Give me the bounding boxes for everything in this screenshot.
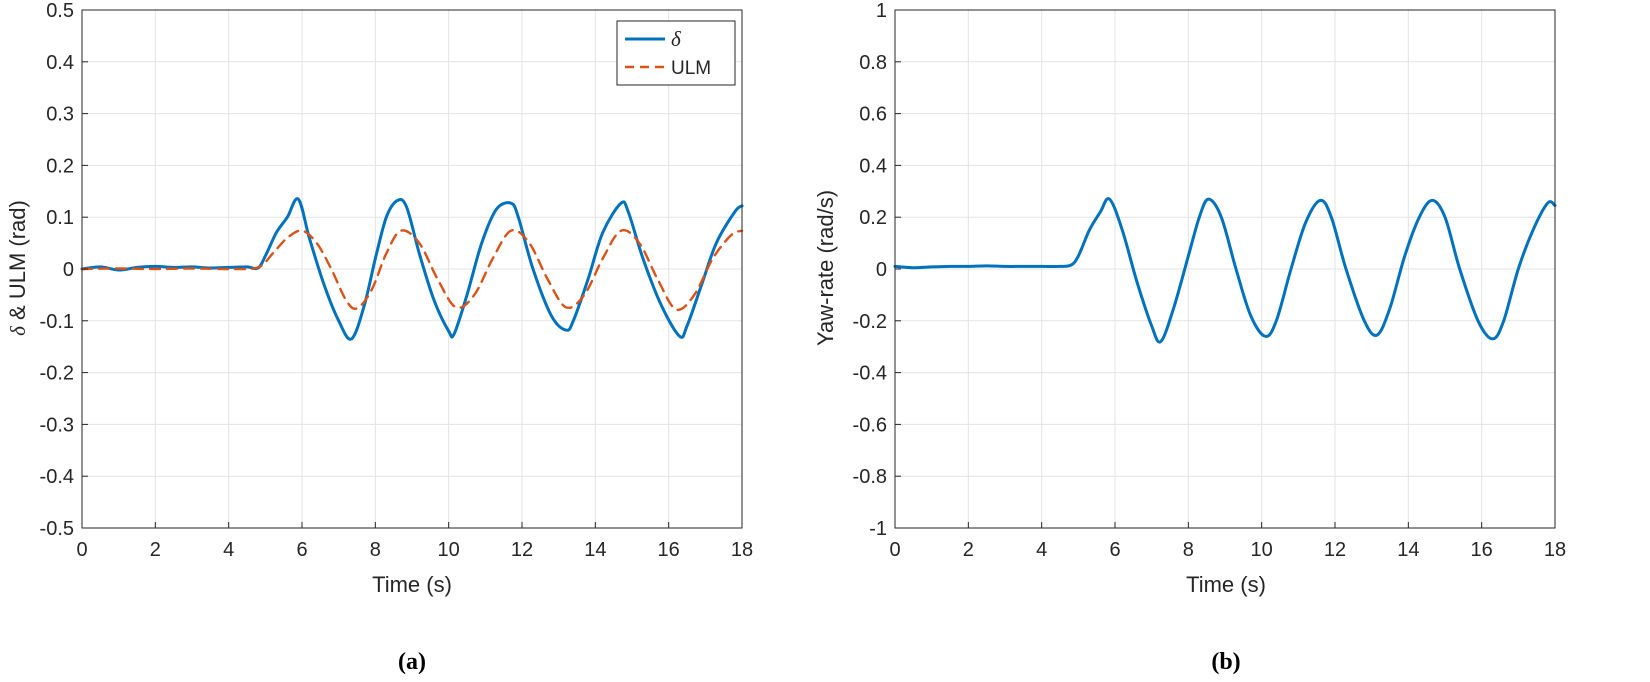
y-tick-label: 0.2: [859, 207, 887, 229]
y-tick-label: 0.6: [859, 104, 887, 126]
y-tick-label: -0.2: [40, 363, 74, 385]
x-tick-label: 18: [1544, 539, 1566, 561]
x-axis-label-b: Time (s): [1186, 572, 1266, 597]
x-tick-label: 16: [1471, 539, 1493, 561]
y-tick-label: 1: [876, 0, 887, 22]
legend-label-ulm: ULM: [671, 58, 711, 79]
x-tick-label: 10: [438, 539, 460, 561]
x-tick-label: 6: [1109, 539, 1120, 561]
legend-label-delta: δ: [671, 27, 682, 51]
series-line-a-ulm: [80, 228, 744, 312]
y-tick-label: 0.5: [46, 0, 74, 22]
y-tick-label: -0.1: [40, 311, 74, 333]
legend-box: [616, 20, 736, 86]
y-tick-label: -0.3: [40, 414, 74, 436]
y-tick-label: 0.1: [46, 207, 74, 229]
x-tick-label: 0: [76, 539, 87, 561]
x-tick-label: 8: [1183, 539, 1194, 561]
series-line-b-yaw-rate: [893, 197, 1557, 344]
y-tick-label: -0.4: [40, 466, 74, 488]
x-tick-label: 2: [150, 539, 161, 561]
y-axis-label-symbol-a: δ: [6, 325, 30, 336]
y-tick-label: 0: [63, 259, 74, 281]
panel-b-chart: 0 2 4 6 8 10 12 14 16 18 -1 -0.8 -0.6 -0.4 -0.2 0 0.2 0.4…: [813, 0, 1566, 675]
legend-a: δ ULM: [616, 20, 736, 86]
y-tick-label: 0.4: [46, 52, 74, 74]
caption-b: (b): [1211, 649, 1240, 675]
series-line-a-delta: [80, 197, 744, 341]
x-tick-label: 10: [1251, 539, 1273, 561]
y-tick-label: -0.8: [853, 466, 887, 488]
x-tick-label: 2: [963, 539, 974, 561]
y-axis-label-text-a: & ULM (rad): [5, 200, 30, 326]
y-axis-label-a: δ & ULM (rad): [5, 200, 30, 336]
y-tick-label: 0: [876, 259, 887, 281]
x-tick-label: 12: [511, 539, 533, 561]
y-tick-label: 0.3: [46, 104, 74, 126]
y-tick-label: -1: [869, 518, 887, 540]
x-tick-label: 14: [584, 539, 606, 561]
y-tick-label: -0.6: [853, 414, 887, 436]
x-tick-label: 0: [889, 539, 900, 561]
y-tick-label: -0.5: [40, 518, 74, 540]
caption-a: (a): [398, 649, 426, 675]
y-tick-label: 0.8: [859, 52, 887, 74]
x-tick-label: 16: [658, 539, 680, 561]
y-tick-label: -0.4: [853, 363, 887, 385]
x-tick-label: 12: [1324, 539, 1346, 561]
x-axis-label-a: Time (s): [372, 572, 452, 597]
y-tick-label: 0.2: [46, 155, 74, 177]
x-tick-label: 6: [296, 539, 307, 561]
x-tick-label: 4: [223, 539, 234, 561]
x-tick-label: 8: [370, 539, 381, 561]
y-tick-label: 0.4: [859, 155, 887, 177]
y-axis-label-b: Yaw-rate (rad/s): [813, 190, 838, 346]
y-tick-label: -0.2: [853, 311, 887, 333]
panel-a-chart: 0 2 4 6 8 10 12 14 16 18 -0.5 -0.4 -0.3 -0.2 -0.1 0 0.1 0…: [5, 0, 753, 675]
x-tick-label: 18: [731, 539, 753, 561]
x-tick-label: 14: [1397, 539, 1419, 561]
x-tick-label: 4: [1036, 539, 1047, 561]
